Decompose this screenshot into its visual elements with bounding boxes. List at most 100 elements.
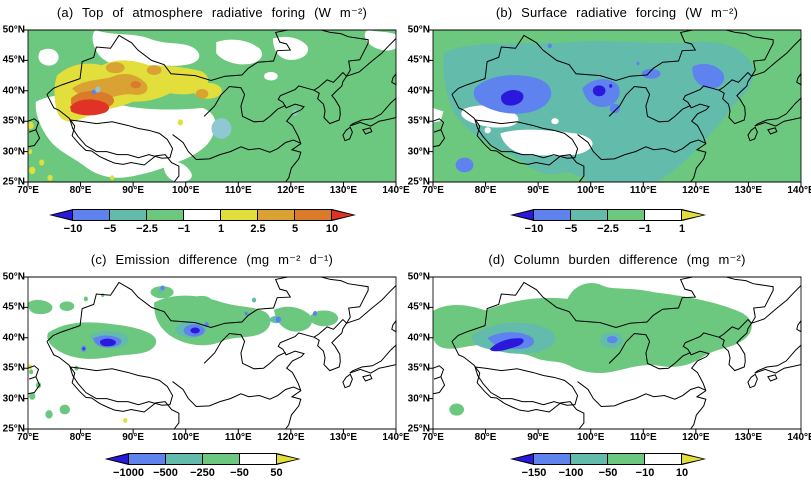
colorbar-tick-label: 10 xyxy=(675,467,689,479)
colorbar-segment xyxy=(644,209,682,221)
y-axis-labels-a: 50°N 45°N 40°N 35°N 30°N 25°N xyxy=(0,25,26,188)
y-tick-label: 40°N xyxy=(2,85,25,97)
colorbar-tick-label: 5 xyxy=(291,223,299,235)
y-tick-label: 50°N xyxy=(407,271,430,283)
y-tick-label: 50°N xyxy=(407,24,430,36)
x-tick-label: 110°E xyxy=(629,432,657,443)
x-tick-label: 120°E xyxy=(277,185,305,196)
y-tick-label: 30°N xyxy=(407,146,430,158)
x-axis-labels-a: 70°E 80°E 90°E 100°E 110°E 120°E 130°E 140°E xyxy=(17,185,410,197)
colorbar-segment xyxy=(127,453,166,465)
colorbar-tick-label: 50 xyxy=(270,467,283,479)
panel-d: (d) Column burden difference (mg m⁻²) xyxy=(405,247,811,495)
colorbar-left-arrow xyxy=(510,453,534,465)
colorbar-tick-label: 1 xyxy=(678,223,686,235)
colorbar-right-arrow xyxy=(682,209,706,221)
colorbar-segment xyxy=(533,209,571,221)
plot-frame xyxy=(432,29,802,183)
map-plot-b: 50°N 45°N 40°N 35°N 30°N 25°N 70°E 80°E 90°E 100… xyxy=(408,25,811,197)
x-axis-labels-c: 70°E 80°E 90°E 100°E 110°E 120°E 130°E 140°E xyxy=(17,432,410,444)
y-tick-label: 35°N xyxy=(407,115,430,127)
y-axis-labels-b: 50°N 45°N 40°N 35°N 30°N 25°N xyxy=(404,25,431,188)
colorbar-left-arrow xyxy=(104,453,129,465)
x-tick-label: 130°E xyxy=(734,185,763,196)
map-a xyxy=(23,29,397,188)
blue-cores xyxy=(487,332,618,352)
map-plot-a: 50°N 45°N 40°N 35°N 30°N 25°N 70°E 80°E 90°E 100… xyxy=(3,25,410,197)
colorbar-segment xyxy=(257,209,295,221)
y-tick-label: 25°N xyxy=(407,176,430,188)
x-tick-label: 140°E xyxy=(382,432,410,443)
colorbar-tick-label: −50 xyxy=(230,467,249,479)
y-tick-label: 30°N xyxy=(407,393,430,405)
colorbar-c: −1000 −500 −250 −50 50 xyxy=(0,453,405,489)
x-tick-label: 100°E xyxy=(577,185,605,196)
y-tick-label: 50°N xyxy=(2,24,25,36)
panel-c: (c) Emission difference (mg m⁻² d⁻¹) xyxy=(0,247,410,495)
colorbar-segment xyxy=(201,453,240,465)
panel-a: (a) Top of atmosphere radiative foring (… xyxy=(0,0,410,247)
map-plot-c: 50°N 45°N 40°N 35°N 30°N 25°N 70°E 80°E 90°E 100… xyxy=(3,272,410,444)
colorbar-segment xyxy=(644,453,682,465)
colorbar-a: −10 −5 −2.5 −1 1 2.5 5 10 xyxy=(0,209,405,245)
y-tick-label: 45°N xyxy=(2,301,25,313)
blue-cores xyxy=(81,285,318,352)
colorbar-segment xyxy=(72,209,110,221)
x-tick-label: 70°E xyxy=(422,432,444,443)
colorbar-tick-labels: −10 −5 −2.5 −1 1 2.5 5 10 xyxy=(64,223,338,237)
x-tick-label: 90°E xyxy=(122,185,145,196)
x-tick-label: 80°E xyxy=(69,432,92,443)
map-c xyxy=(23,276,397,435)
plot-frame xyxy=(432,276,802,430)
y-tick-label: 45°N xyxy=(407,54,430,66)
colorbar-tick-label: −1 xyxy=(638,223,652,235)
colorbar-tick-label: −2.5 xyxy=(597,223,619,235)
y-axis-labels-c: 50°N 45°N 40°N 35°N 30°N 25°N xyxy=(0,272,26,435)
colorbar-segment xyxy=(164,453,203,465)
y-tick-label: 40°N xyxy=(2,332,25,344)
y-tick-label: 45°N xyxy=(407,301,430,313)
panel-b-title: (b) Surface radiative forcing (W m⁻²) xyxy=(495,5,739,20)
colorbar-tick-labels: −150 −100 −50 −10 10 xyxy=(522,467,689,481)
colorbar-segment xyxy=(109,209,147,221)
colorbar-tick-label: −5 xyxy=(564,223,578,235)
colorbar-segment xyxy=(533,453,571,465)
colorbar-tick-labels: −10 −5 −2.5 −1 1 xyxy=(525,223,686,237)
x-tick-label: 130°E xyxy=(734,432,763,443)
x-tick-label: 90°E xyxy=(527,432,550,443)
map-plot-d: 50°N 45°N 40°N 35°N 30°N 25°N 70°E 80°E 90°E 100… xyxy=(408,272,811,444)
panel-b: (b) Surface radiative forcing (W m⁻²) xyxy=(405,0,811,247)
x-tick-label: 100°E xyxy=(172,185,200,196)
colorbar-tick-label: −1 xyxy=(177,223,191,235)
colorbar-left-arrow xyxy=(510,209,534,221)
colorbar-d: −150 −100 −50 −10 10 xyxy=(405,453,811,489)
colorbar-right-arrow xyxy=(276,453,301,465)
colorbar-segment xyxy=(294,209,332,221)
y-axis-labels-d: 50°N 45°N 40°N 35°N 30°N 25°N xyxy=(404,272,431,435)
y-tick-label: 35°N xyxy=(2,362,25,374)
colorbar-segment xyxy=(607,453,645,465)
x-tick-label: 70°E xyxy=(422,185,444,196)
colorbar-tick-label: −250 xyxy=(190,467,215,479)
x-tick-label: 90°E xyxy=(527,185,550,196)
colorbar-b: −10 −5 −2.5 −1 1 xyxy=(405,209,811,245)
panel-d-title: (d) Column burden difference (mg m⁻²) xyxy=(488,252,746,267)
y-tick-label: 30°N xyxy=(2,146,25,158)
colorbar-segment xyxy=(570,453,608,465)
x-tick-label: 70°E xyxy=(17,185,39,196)
colorbar-tick-label: 1 xyxy=(217,223,225,235)
colorbar-tick-label: 2.5 xyxy=(250,223,266,235)
colorbar-tick-label: −10 xyxy=(63,223,83,235)
x-tick-label: 130°E xyxy=(329,185,358,196)
x-tick-label: 120°E xyxy=(682,432,710,443)
colorbar-tick-label: −500 xyxy=(153,467,178,479)
colorbar-segments xyxy=(72,209,332,221)
colorbar-segment xyxy=(183,209,221,221)
y-tick-label: 40°N xyxy=(407,332,430,344)
x-tick-label: 120°E xyxy=(277,432,305,443)
x-tick-label: 80°E xyxy=(474,432,497,443)
y-tick-label: 30°N xyxy=(2,393,25,405)
colorbar-left-arrow xyxy=(49,209,73,221)
colorbar-tick-labels: −1000 −500 −250 −50 50 xyxy=(113,467,283,481)
